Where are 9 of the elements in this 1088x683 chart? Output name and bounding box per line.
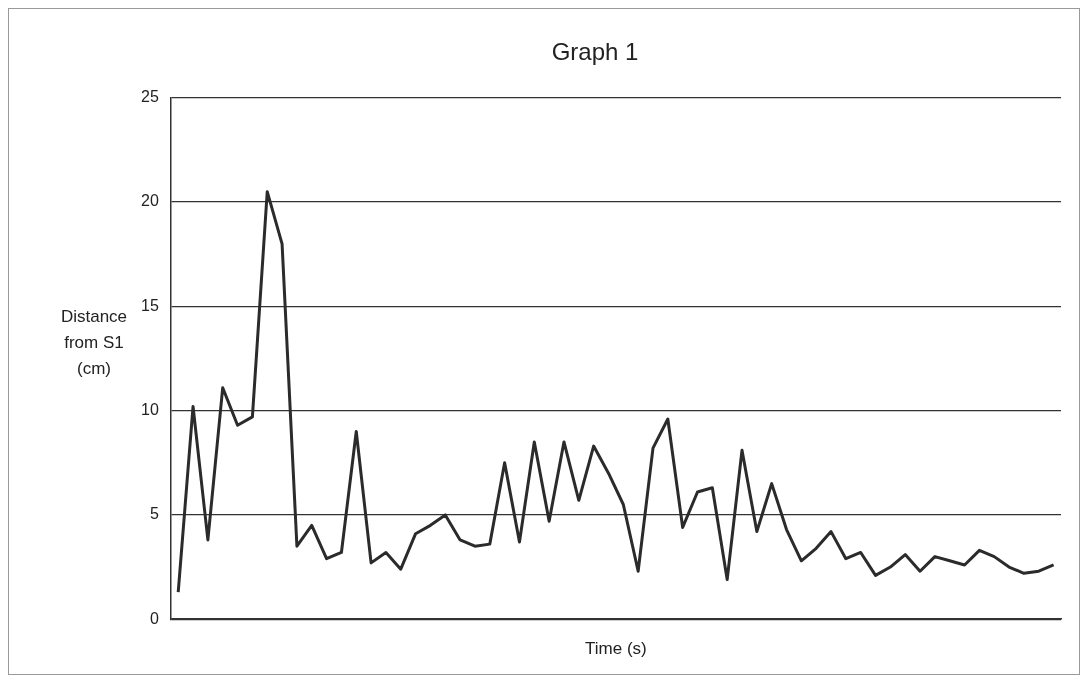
y-tick-label: 15 [141, 296, 159, 314]
y-tick-label: 10 [141, 401, 159, 419]
y-axis-title: Distance from S1 (cm) [59, 306, 129, 380]
y-tick-label: 20 [141, 192, 159, 210]
x-axis-title: Time (s) [585, 639, 647, 659]
y-tick-label: 5 [149, 505, 159, 523]
y-tick-label: 0 [149, 609, 159, 627]
y-tick-label: 25 [141, 88, 159, 106]
chart-title: Graph 1 [551, 38, 639, 66]
